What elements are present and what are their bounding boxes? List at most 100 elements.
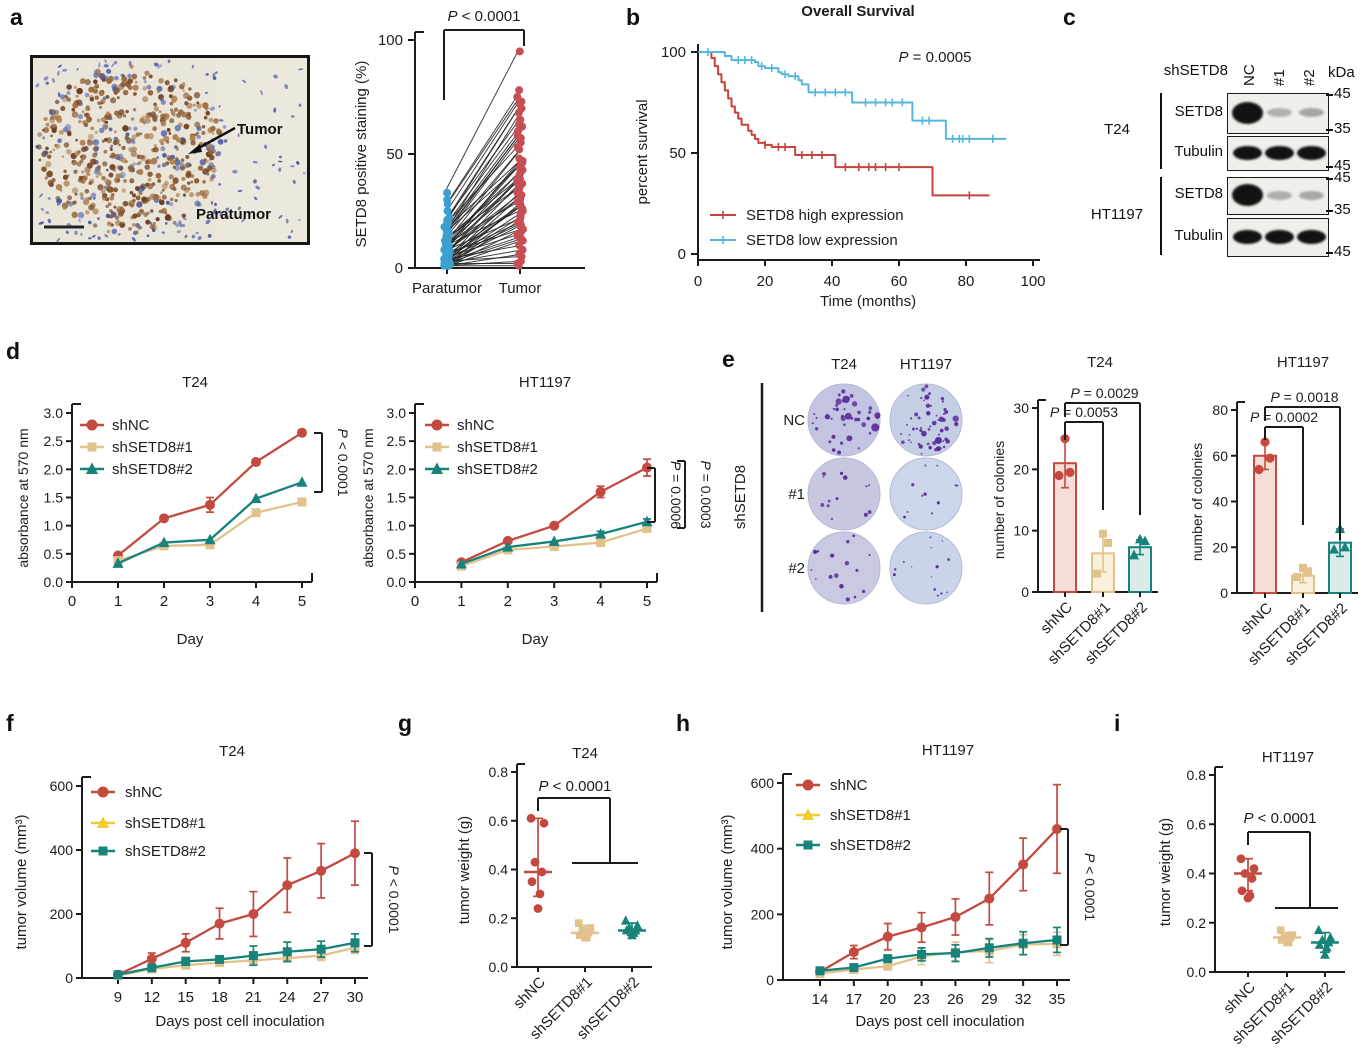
svg-text:absorbance at 570 nm: absorbance at 570 nm [15,428,31,567]
svg-text:12: 12 [143,989,160,1006]
svg-text:HT1197: HT1197 [1262,749,1314,766]
svg-text:1.5: 1.5 [44,490,64,506]
svg-text:20: 20 [1212,539,1228,555]
svg-text:2: 2 [504,593,512,610]
svg-text:40: 40 [824,273,841,290]
svg-text:1.0: 1.0 [44,518,64,534]
protein-label: SETD8 [1174,185,1223,202]
svg-text:shSETD8#1: shSETD8#1 [112,439,193,456]
svg-text:29: 29 [981,991,998,1008]
svg-text:80: 80 [1212,402,1228,418]
svg-text:0.6: 0.6 [489,813,509,829]
svg-text:0.8: 0.8 [489,764,509,780]
paratumor-annotation: Paratumor [196,206,271,223]
svg-text:9: 9 [114,989,122,1006]
svg-text:tumor volume (mm³): tumor volume (mm³) [719,814,736,949]
svg-text:shSETD8#2: shSETD8#2 [125,843,206,860]
svg-text:0.2: 0.2 [1187,915,1207,931]
tumor-annotation: Tumor [237,121,283,138]
ht1197-proliferation-chart: 0.0 0.5 1.0 1.5 2.0 2.5 3.0 0 1 2 3 4 5 HT1197 Day abso… [360,374,714,648]
protein-band [1298,108,1324,117]
panel-label-g: g [398,710,413,736]
svg-text:2.5: 2.5 [44,433,64,449]
svg-text:1.5: 1.5 [387,490,407,506]
mw-marker: 45 [1334,157,1351,174]
t24-tumor-volume-chart: 0 200 400 600 9 12 15 18 21 24 27 30 T24 Days post ce… [13,743,402,1030]
svg-text:32: 32 [1015,991,1032,1008]
svg-text:0.8: 0.8 [1187,767,1207,783]
svg-text:600: 600 [50,778,74,794]
protein-band [1266,108,1292,117]
panel-label-h: h [676,710,691,736]
svg-text:shNC: shNC [830,777,868,794]
svg-text:1: 1 [457,593,465,610]
protein-band [1264,229,1294,244]
svg-text:100: 100 [378,32,403,49]
svg-text:HT1197: HT1197 [519,374,571,391]
svg-text:17: 17 [846,991,863,1008]
panel-label-b: b [626,4,641,30]
series-shSETD8#1 [117,946,356,977]
svg-text:20: 20 [879,991,896,1008]
svg-text:shNC: shNC [112,417,150,434]
svg-text:24: 24 [279,989,296,1006]
kda-unit: kDa [1328,64,1355,81]
svg-text:3.0: 3.0 [387,405,407,421]
protein-label: Tubulin [1174,142,1223,160]
svg-text:1: 1 [114,593,122,610]
svg-text:15: 15 [177,989,194,1006]
series-shSETD8#2 [117,941,356,976]
protein-band [1232,229,1262,244]
blot-header: shSETD8 [1163,62,1228,79]
svg-text:T24: T24 [1087,354,1113,371]
mw-tick [1326,210,1333,212]
svg-text:P < 0.0001: P < 0.0001 [539,778,612,795]
svg-text:2.0: 2.0 [387,461,407,477]
protein-band [1266,190,1292,200]
svg-text:200: 200 [751,906,775,922]
svg-text:HT1197: HT1197 [922,742,974,759]
protein-band [1296,145,1326,160]
svg-text:0: 0 [411,593,419,610]
svg-text:shSETD8: shSETD8 [732,465,749,529]
svg-text:0: 0 [1220,585,1228,601]
svg-text:P < 0.0001: P < 0.0001 [386,865,402,933]
svg-text:shSETD8#1: shSETD8#1 [830,807,911,824]
protein-band [1264,145,1294,160]
t24-proliferation-chart: 0.0 0.5 1.0 1.5 2.0 2.5 3.0 0 1 2 3 4 5 T24 Day absorba… [15,374,351,648]
colony-formation-panel: T24 HT1197 shSETD8 NC #1 #2 0 10 20 30 number of c… [732,354,1358,669]
group-bracket [1160,93,1163,169]
svg-text:0: 0 [68,593,76,610]
svg-text:0.0: 0.0 [387,574,407,590]
svg-text:P = 0.0002: P = 0.0002 [1250,409,1318,425]
svg-text:100: 100 [1020,273,1045,290]
panel-label-e: e [722,346,735,372]
svg-text:0: 0 [678,246,686,263]
svg-text:2: 2 [160,593,168,610]
svg-text:tumor weight (g): tumor weight (g) [1157,818,1174,926]
svg-text:0: 0 [766,972,774,988]
lane-label: #2 [1301,69,1318,86]
protein-label: SETD8 [1174,102,1223,120]
svg-text:HT1197: HT1197 [1277,354,1329,371]
svg-text:200: 200 [50,906,74,922]
protein-band [1231,101,1263,124]
svg-text:SETD8 low expression: SETD8 low expression [746,232,898,249]
mw-tick [1326,252,1333,254]
panel-label-a: a [10,4,23,30]
svg-text:Days post cell inoculation: Days post cell inoculation [855,1013,1024,1030]
svg-text:shSETD8#1: shSETD8#1 [125,815,206,832]
svg-text:0.0: 0.0 [44,574,64,590]
svg-text:Day: Day [522,631,549,648]
svg-text:P = 0.0003: P = 0.0003 [698,460,714,528]
cell-line-label: HT1197 [1090,206,1144,223]
svg-text:40: 40 [1212,494,1228,510]
lane-label: #1 [1271,69,1288,86]
panel-label-f: f [6,710,14,736]
mw-marker: 35 [1334,120,1351,137]
svg-text:80: 80 [958,273,975,290]
svg-text:23: 23 [913,991,930,1008]
svg-text:#1: #1 [788,486,805,503]
